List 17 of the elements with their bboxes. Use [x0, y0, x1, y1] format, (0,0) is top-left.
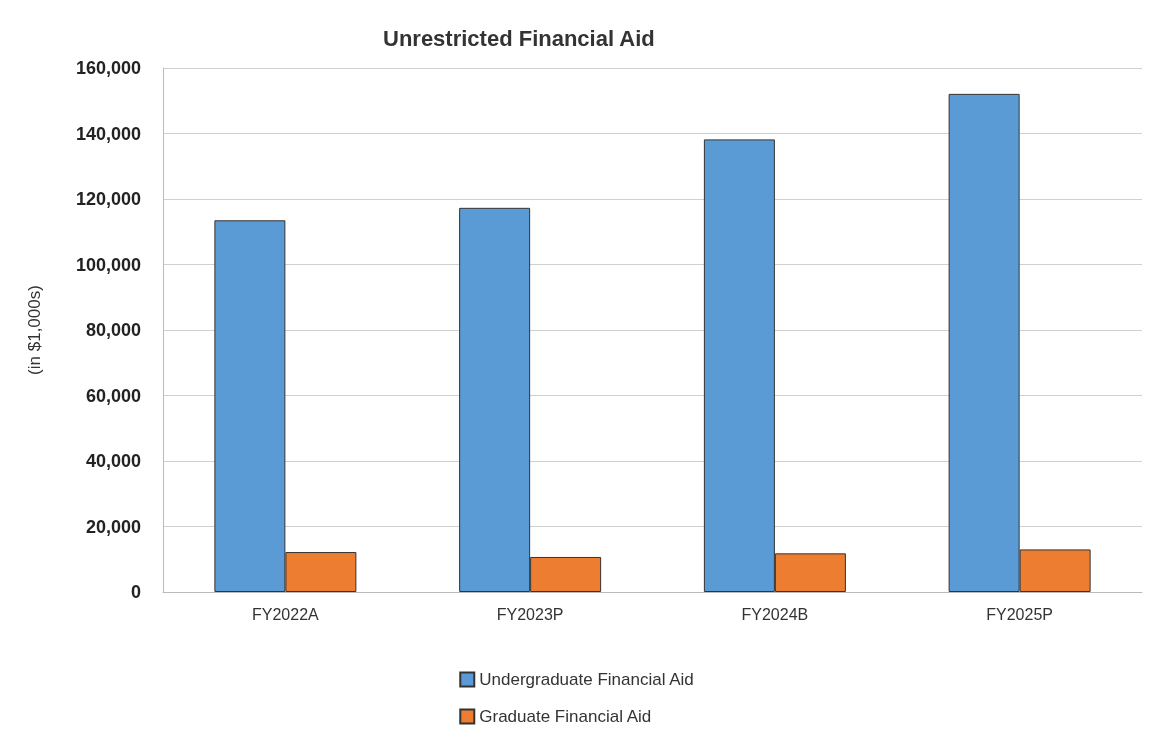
y-tick-label: 80,000 — [85, 320, 141, 340]
x-tick-label: FY2022A — [252, 605, 320, 623]
y-tick-label: 140,000 — [75, 123, 141, 144]
x-tick-label: FY2023P — [496, 605, 564, 623]
x-tick-label: FY2025P — [986, 605, 1053, 623]
legend-label: Graduate Financial Aid — [479, 707, 652, 726]
y-tick-label: 40,000 — [85, 451, 141, 471]
y-tick-label: 120,000 — [75, 189, 141, 209]
chart-title: Unrestricted Financial Aid — [383, 25, 655, 51]
y-tick-label: 60,000 — [85, 385, 141, 406]
y-tick-label: 0 — [130, 582, 141, 602]
y-tick-label: 20,000 — [85, 516, 141, 537]
y-axis-title: (in $1,000s) — [25, 285, 44, 375]
y-tick-label: 100,000 — [75, 254, 141, 275]
legend-label: Undergraduate Financial Aid — [479, 670, 694, 689]
x-tick-label: FY2024B — [741, 605, 809, 623]
y-tick-label: 160,000 — [75, 58, 141, 78]
